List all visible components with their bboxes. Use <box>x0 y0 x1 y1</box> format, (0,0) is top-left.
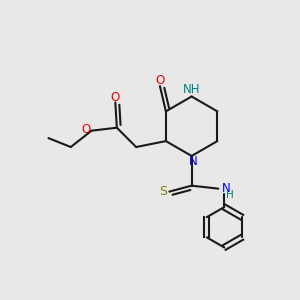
Text: S: S <box>159 185 167 198</box>
Text: H: H <box>226 190 234 200</box>
Text: NH: NH <box>183 82 200 96</box>
Text: O: O <box>155 74 165 87</box>
Text: O: O <box>82 123 91 136</box>
Text: N: N <box>189 155 197 168</box>
Text: N: N <box>221 182 230 195</box>
Text: O: O <box>111 91 120 103</box>
